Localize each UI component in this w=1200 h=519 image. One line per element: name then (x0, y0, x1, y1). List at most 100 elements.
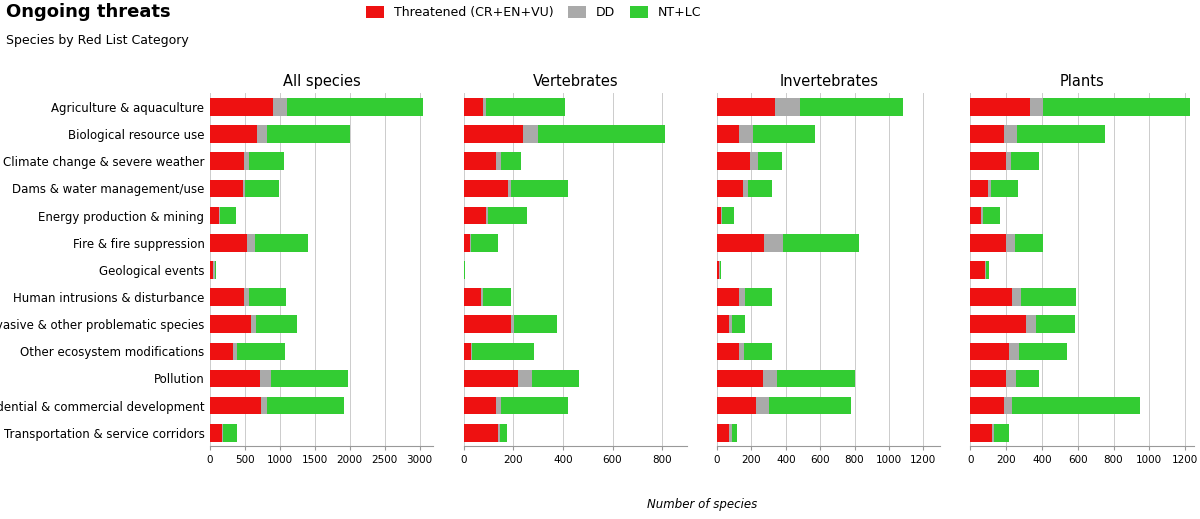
Bar (716, 180, 743, 197)
Bar (1012, 397, 1140, 415)
Bar (1019, 343, 1067, 360)
Bar (778, 370, 854, 387)
Bar (256, 234, 308, 252)
Bar (499, 424, 506, 442)
Bar (463, 316, 511, 333)
Bar (1026, 316, 1036, 333)
Bar (730, 424, 732, 442)
Bar (511, 316, 515, 333)
Bar (971, 98, 1030, 116)
Bar (989, 180, 991, 197)
Bar (1036, 316, 1075, 333)
Bar (971, 234, 1007, 252)
Bar (523, 125, 538, 143)
Bar (716, 207, 721, 224)
Bar (223, 424, 236, 442)
Bar (251, 316, 256, 333)
Bar (971, 207, 982, 224)
Bar (1007, 370, 1016, 387)
Bar (716, 370, 762, 387)
Bar (716, 288, 739, 306)
Bar (210, 370, 260, 387)
Bar (716, 98, 775, 116)
Bar (730, 316, 732, 333)
Bar (496, 153, 500, 170)
Bar (481, 288, 484, 306)
Bar (971, 370, 1007, 387)
Bar (511, 180, 568, 197)
Bar (488, 207, 527, 224)
Bar (463, 98, 484, 116)
Bar (258, 125, 266, 143)
Bar (242, 180, 245, 197)
Bar (739, 343, 744, 360)
Bar (716, 316, 730, 333)
Bar (238, 343, 284, 360)
Bar (971, 397, 1003, 415)
Bar (210, 316, 251, 333)
Bar (744, 288, 772, 306)
Bar (971, 316, 1026, 333)
Bar (971, 424, 992, 442)
Bar (260, 370, 271, 387)
Bar (463, 180, 509, 197)
Bar (1007, 234, 1015, 252)
Bar (463, 424, 498, 442)
Bar (210, 153, 244, 170)
Bar (210, 125, 258, 143)
Bar (486, 207, 488, 224)
Bar (509, 180, 511, 197)
Bar (768, 397, 851, 415)
Bar (716, 234, 764, 252)
Bar (784, 234, 859, 252)
Bar (1004, 125, 1016, 143)
Title: All species: All species (283, 74, 361, 89)
Bar (799, 98, 902, 116)
Bar (210, 234, 247, 252)
Bar (470, 343, 472, 360)
Bar (463, 125, 523, 143)
Bar (720, 261, 721, 279)
Bar (250, 288, 286, 306)
Bar (732, 424, 737, 442)
Bar (732, 316, 745, 333)
Bar (716, 424, 730, 442)
Bar (1015, 234, 1043, 252)
Bar (743, 180, 748, 197)
Bar (244, 153, 250, 170)
Legend: Threatened (CR+EN+VU), DD, NT+LC: Threatened (CR+EN+VU), DD, NT+LC (366, 6, 701, 19)
Title: Invertebrates: Invertebrates (779, 74, 878, 89)
Bar (210, 261, 214, 279)
Bar (1009, 343, 1019, 360)
Bar (722, 207, 734, 224)
Bar (716, 261, 719, 279)
Bar (210, 343, 233, 360)
Bar (716, 153, 750, 170)
Bar (538, 125, 665, 143)
Bar (971, 125, 1004, 143)
Bar (983, 207, 1000, 224)
Bar (971, 288, 1012, 306)
Bar (1016, 370, 1039, 387)
Bar (739, 125, 754, 143)
Bar (754, 125, 815, 143)
Bar (982, 207, 983, 224)
Bar (463, 234, 469, 252)
Bar (250, 153, 284, 170)
Text: Ongoing threats: Ongoing threats (6, 3, 170, 21)
Bar (518, 370, 532, 387)
Bar (210, 424, 222, 442)
Text: Number of species: Number of species (647, 498, 757, 511)
Bar (500, 397, 568, 415)
Bar (716, 343, 739, 360)
Bar (271, 370, 348, 387)
Bar (1012, 288, 1020, 306)
Bar (463, 370, 518, 387)
Bar (1030, 98, 1043, 116)
Bar (220, 207, 236, 224)
Bar (210, 98, 272, 116)
Bar (775, 98, 799, 116)
Bar (222, 424, 223, 442)
Bar (484, 98, 486, 116)
Bar (463, 207, 486, 224)
